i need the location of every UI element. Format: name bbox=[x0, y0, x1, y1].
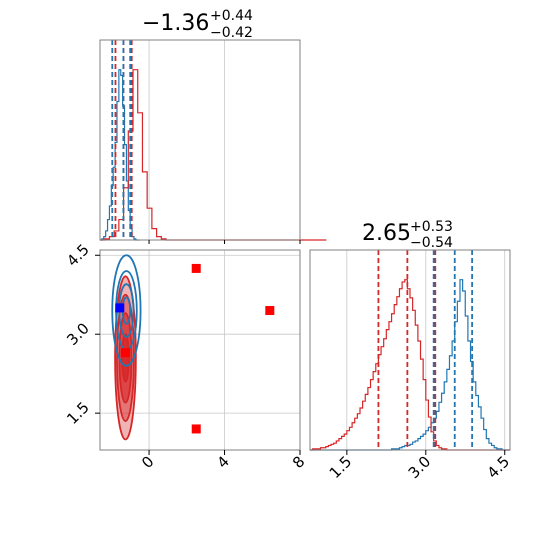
axes-frame-marginal-x bbox=[99, 39, 301, 241]
title-marginal-y-sup: +0.53 bbox=[410, 219, 453, 235]
title-marginal-x: −1.36 bbox=[142, 11, 209, 36]
marker-square bbox=[120, 348, 130, 358]
panel-marginal-y: 2.65 +0.53 −0.54 bbox=[309, 219, 511, 451]
histogram-series bbox=[100, 69, 140, 241]
panel-marginal-x: −1.36 +0.44 −0.42 bbox=[99, 8, 327, 241]
marker-square bbox=[265, 306, 275, 316]
title-marginal-x-sup: +0.44 bbox=[210, 8, 253, 24]
title-marginal-y: 2.65 bbox=[362, 221, 411, 246]
marker-square bbox=[191, 424, 201, 434]
marker-square bbox=[115, 303, 125, 313]
axes-frame-joint bbox=[99, 249, 301, 451]
axes-frame-marginal-y bbox=[309, 249, 511, 451]
title-marginal-x-sub: −0.42 bbox=[210, 25, 253, 41]
panel-joint bbox=[99, 249, 301, 451]
marker-square bbox=[191, 263, 201, 273]
title-marginal-y-sub: −0.54 bbox=[410, 235, 453, 251]
contour-blue bbox=[111, 254, 142, 367]
contour-red bbox=[121, 333, 130, 383]
